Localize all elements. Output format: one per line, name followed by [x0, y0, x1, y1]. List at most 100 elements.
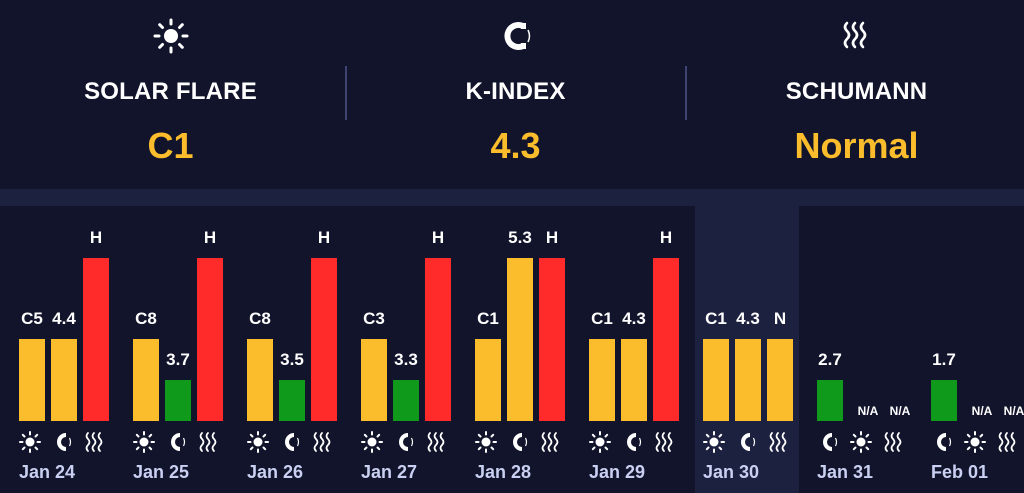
schumann-stat[interactable]: SCHUMANN Normal: [686, 0, 1024, 189]
schumann-bar[interactable]: [539, 258, 565, 421]
flare-bar[interactable]: [361, 339, 387, 421]
flare-bar[interactable]: [589, 339, 615, 421]
flare-bar[interactable]: [19, 339, 45, 421]
kindex-bar[interactable]: [393, 380, 419, 421]
day-date-label: Feb 01: [931, 462, 989, 482]
kindex-value-label: 3.3: [394, 350, 418, 369]
kindex-bar[interactable]: [279, 380, 305, 421]
sun-icon: [850, 431, 872, 453]
flare-value-label: C1: [591, 309, 613, 328]
waves-icon: [769, 432, 787, 452]
waves-icon: [655, 432, 673, 452]
kindex-bar[interactable]: [817, 380, 843, 421]
magnet-icon: [285, 433, 300, 451]
flare-value-label: C3: [363, 309, 385, 328]
waves-icon: [199, 432, 217, 452]
day-date-label: Jan 25: [133, 462, 190, 482]
section-divider-band: [0, 189, 1024, 206]
kindex-value-label: 3.7: [166, 350, 190, 369]
waves-icon: [541, 432, 559, 452]
magnet-icon: [513, 433, 528, 451]
sun-icon: [964, 431, 986, 453]
magnet-icon: [741, 433, 756, 451]
flare-bar[interactable]: [133, 339, 159, 421]
sun-icon: [589, 431, 611, 453]
schumann-bar[interactable]: [767, 339, 793, 421]
k-index-value: 4.3: [490, 125, 541, 166]
day-date-label: Jan 29: [589, 462, 646, 482]
flare-bar[interactable]: [475, 339, 501, 421]
sun-icon: [361, 431, 383, 453]
flare-bar[interactable]: [703, 339, 729, 421]
kindex-bar[interactable]: [165, 380, 191, 421]
waves-icon: [313, 432, 331, 452]
solar-flare-label: SOLAR FLARE: [84, 78, 257, 105]
day-date-label: Jan 31: [817, 462, 874, 482]
kindex-bar[interactable]: [507, 258, 533, 421]
schumann-value: Normal: [794, 125, 919, 166]
day-date-label: Jan 26: [247, 462, 304, 482]
magnet-icon: [627, 433, 642, 451]
day-date-label: Jan 30: [703, 462, 760, 482]
flare-value-label: C1: [477, 309, 499, 328]
sun-icon: [703, 431, 725, 453]
divider: [685, 66, 687, 120]
solar-flare-stat[interactable]: SOLAR FLARE C1: [0, 0, 341, 189]
schumann-value-label: H: [545, 228, 559, 247]
kindex-value-label: 5.3: [508, 228, 532, 247]
schumann-value-label: N: [773, 309, 787, 328]
schumann-value-label: H: [431, 228, 445, 247]
magnet-icon: [399, 433, 414, 451]
kindex-value-label: 2.7: [818, 350, 842, 369]
magnet-icon: [937, 433, 952, 451]
sun-icon: [475, 431, 497, 453]
summary-panel: SOLAR FLARE C1 K-INDEX 4.3 SCHUMANN Norm…: [0, 0, 1024, 189]
magnet-icon: [823, 433, 838, 451]
schumann-bar[interactable]: [653, 258, 679, 421]
schumann-label: SCHUMANN: [785, 78, 928, 105]
flare-na-label: N/A: [857, 404, 879, 418]
magnet-icon: [503, 22, 530, 50]
k-index-stat[interactable]: K-INDEX 4.3: [345, 0, 686, 189]
kindex-value-label: 3.5: [280, 350, 304, 369]
sun-icon: [133, 431, 155, 453]
kindex-value-label: 1.7: [932, 350, 956, 369]
waves-icon: [843, 21, 866, 49]
kindex-bar[interactable]: [621, 339, 647, 421]
schumann-value-label: H: [89, 228, 103, 247]
k-index-label: K-INDEX: [465, 78, 566, 105]
kindex-bar[interactable]: [51, 339, 77, 421]
kindex-value-label: 4.3: [622, 309, 646, 328]
schumann-bar[interactable]: [425, 258, 451, 421]
flare-bar[interactable]: [247, 339, 273, 421]
sun-icon: [247, 431, 269, 453]
schumann-value-label: H: [317, 228, 331, 247]
schumann-bar[interactable]: [311, 258, 337, 421]
waves-icon: [998, 432, 1016, 452]
day-date-label: Jan 24: [19, 462, 76, 482]
flare-value-label: C1: [705, 309, 727, 328]
schumann-bar[interactable]: [83, 258, 109, 421]
sun-icon: [153, 18, 188, 54]
schumann-bar[interactable]: [197, 258, 223, 421]
schumann-value-label: H: [203, 228, 217, 247]
schumann-value-label: H: [659, 228, 673, 247]
magnet-icon: [171, 433, 186, 451]
day-date-label: Jan 28: [475, 462, 532, 482]
schumann-na-label: N/A: [889, 404, 911, 418]
kindex-value-label: 4.4: [52, 309, 76, 328]
waves-icon: [85, 432, 103, 452]
schumann-na-label: N/A: [1003, 404, 1024, 418]
flare-value-label: C8: [135, 309, 157, 328]
waves-icon: [884, 432, 902, 452]
waves-icon: [427, 432, 445, 452]
divider: [345, 66, 347, 120]
flare-value-label: C5: [21, 309, 43, 328]
magnet-icon: [57, 433, 72, 451]
flare-value-label: C8: [249, 309, 271, 328]
kindex-bar[interactable]: [931, 380, 957, 421]
kindex-value-label: 4.3: [736, 309, 760, 328]
kindex-bar[interactable]: [735, 339, 761, 421]
flare-na-label: N/A: [971, 404, 993, 418]
sun-icon: [19, 431, 41, 453]
